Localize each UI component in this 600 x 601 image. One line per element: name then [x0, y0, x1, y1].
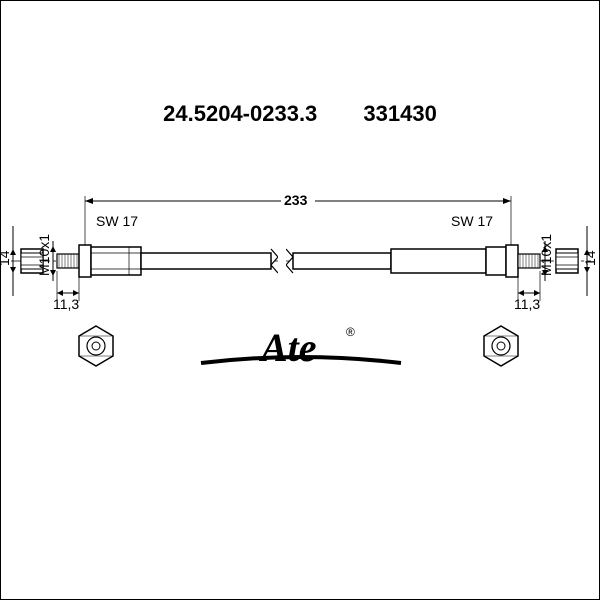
sw-left-label: SW 17 — [96, 213, 138, 229]
right-fitting-depth-label: 11,3 — [514, 296, 540, 312]
technical-drawing: 14 M10x1 11,3 — [1, 1, 600, 601]
sw-right-label: SW 17 — [451, 213, 493, 229]
right-thread-stub — [518, 254, 540, 268]
hose-left — [141, 253, 271, 269]
left-thread-stub — [57, 254, 79, 268]
left-hex-frontview — [79, 326, 113, 366]
logo-text: Ate — [258, 325, 317, 370]
hose-right-thin — [293, 253, 391, 269]
right-hex-fitting — [556, 249, 578, 273]
logo-registered: ® — [346, 325, 355, 339]
left-thread-label: M10x1 — [36, 234, 52, 276]
right-thread-label: M10x1 — [538, 234, 554, 276]
right-sleeve — [391, 249, 486, 273]
right-crimp — [486, 245, 518, 277]
diagram-container: 24.5204-0233.3 331430 14 M10x1 — [0, 0, 600, 600]
left-fitting-depth-label: 11,3 — [53, 296, 79, 312]
length-label: 233 — [284, 192, 308, 208]
right-hex-width-label: 14 — [582, 250, 598, 266]
right-hex-frontview — [484, 326, 518, 366]
left-crimp — [79, 245, 141, 277]
break-mark — [271, 246, 293, 276]
left-hex-width-label: 14 — [1, 250, 12, 266]
